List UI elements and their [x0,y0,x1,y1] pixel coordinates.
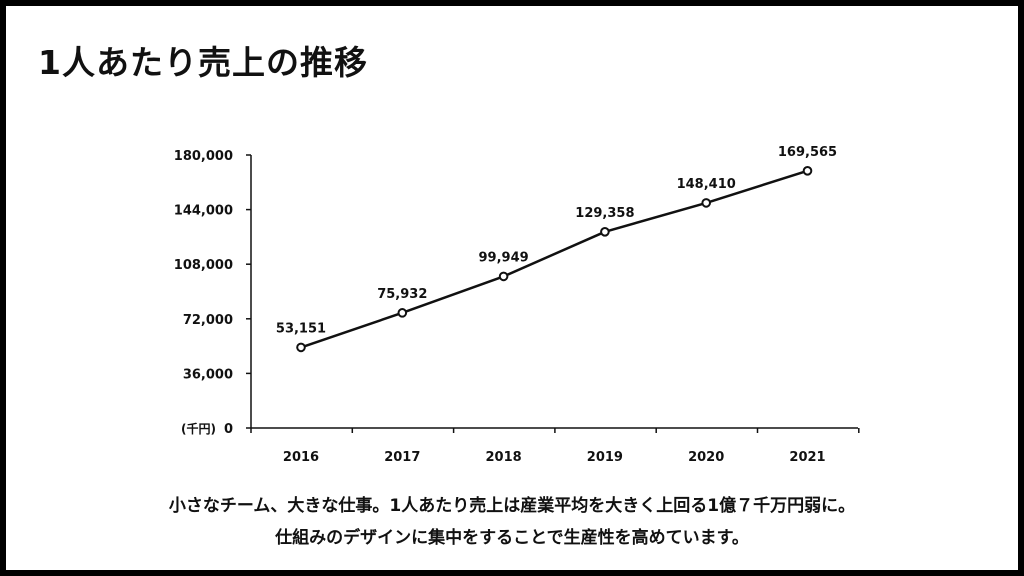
data-point [802,166,813,176]
data-point [498,271,509,282]
y-tick-label: 144,000 [174,204,233,219]
x-tick-label: 2020 [688,450,724,465]
x-tick-label: 2018 [486,450,522,465]
page-title: 1人あたり売上の推移 [38,43,368,82]
data-label: 148,410 [677,177,736,192]
data-point [296,342,306,353]
slide: 1人あたり売上の推移 0 36,000 72,000 108,000 144,000 18… [6,6,1018,570]
y-tick-label: 108,000 [174,258,233,273]
data-point [397,308,408,318]
y-tick-label: 72,000 [183,313,233,328]
caption-line-2: 仕組みのデザインに集中をすることで生産性を高めています。 [275,528,749,548]
y-tick-label: 36,000 [183,367,233,382]
data-label: 169,565 [778,145,837,160]
y-unit-label: (千円) [181,421,216,436]
x-tick-label: 2019 [587,450,623,465]
data-label: 53,151 [276,321,326,336]
data-point [600,227,610,237]
y-tick-label: 180,000 [174,149,233,164]
data-label: 75,932 [377,287,427,302]
series-line [300,169,808,349]
data-label: 99,949 [479,250,529,265]
caption: 小さなチーム、大きな仕事。1人あたり売上は産業平均を大きく上回る1億７千万円弱に… [6,490,1018,554]
x-tick-label: 2016 [283,450,319,465]
caption-line-1: 小さなチーム、大きな仕事。1人あたり売上は産業平均を大きく上回る1億７千万円弱に… [168,496,856,516]
data-point [701,198,712,208]
data-label: 129,358 [575,206,634,221]
line-chart: 0 36,000 72,000 108,000 144,000 180,000 (千円) 20… [174,145,860,465]
x-tick-label: 2021 [789,450,825,465]
x-tick-label: 2017 [384,450,420,465]
y-tick-label: 0 [224,422,233,437]
